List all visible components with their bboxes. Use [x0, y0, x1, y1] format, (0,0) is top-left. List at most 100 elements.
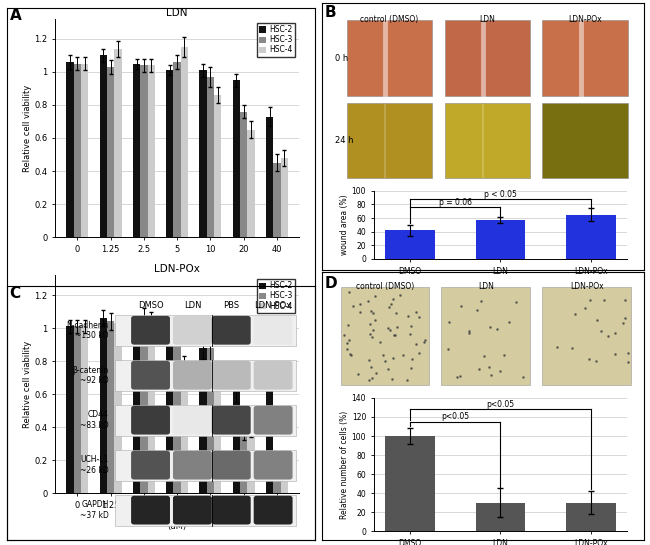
Bar: [114, 404, 296, 436]
Text: 24 h: 24 h: [335, 136, 353, 145]
Bar: [166, 70, 174, 237]
Bar: [114, 360, 296, 391]
Bar: [445, 103, 530, 178]
Text: LDN-POx: LDN-POx: [568, 15, 602, 25]
Bar: [441, 287, 530, 385]
Bar: [542, 21, 628, 96]
Text: A: A: [10, 8, 21, 23]
FancyBboxPatch shape: [173, 496, 212, 524]
FancyBboxPatch shape: [254, 496, 292, 524]
Bar: [166, 333, 174, 493]
Bar: [133, 64, 140, 237]
Text: CD44
~83 kD: CD44 ~83 kD: [80, 410, 109, 430]
Bar: [341, 287, 429, 385]
FancyBboxPatch shape: [131, 496, 170, 524]
Text: LDN: LDN: [478, 282, 494, 291]
Bar: [114, 314, 296, 346]
X-axis label: inhibitor
(uM): inhibitor (uM): [159, 511, 195, 531]
Bar: [273, 457, 281, 493]
Text: p = 0.06: p = 0.06: [439, 198, 472, 207]
Text: β-catenin
~92 kD: β-catenin ~92 kD: [72, 366, 109, 385]
FancyBboxPatch shape: [254, 451, 292, 480]
Bar: [73, 326, 81, 493]
Text: control (DMSO): control (DMSO): [360, 15, 419, 25]
Bar: [81, 64, 88, 237]
Bar: [566, 502, 616, 531]
Bar: [114, 49, 122, 237]
Bar: [385, 230, 435, 259]
FancyBboxPatch shape: [131, 361, 170, 390]
Bar: [214, 95, 222, 237]
FancyBboxPatch shape: [173, 451, 212, 480]
Legend: HSC-2, HSC-3, HSC-4: HSC-2, HSC-3, HSC-4: [257, 279, 295, 313]
Text: p < 0.05: p < 0.05: [484, 190, 517, 198]
FancyBboxPatch shape: [212, 361, 251, 390]
Bar: [542, 103, 628, 178]
FancyBboxPatch shape: [254, 361, 292, 390]
Bar: [207, 348, 214, 493]
Bar: [114, 323, 122, 493]
Bar: [181, 371, 188, 493]
Bar: [248, 130, 255, 237]
Bar: [207, 77, 214, 237]
Bar: [174, 62, 181, 237]
FancyBboxPatch shape: [173, 361, 212, 390]
Text: LDN-POx: LDN-POx: [255, 301, 292, 311]
Bar: [566, 215, 616, 259]
FancyBboxPatch shape: [212, 406, 251, 434]
FancyBboxPatch shape: [254, 406, 292, 434]
Title: LDN: LDN: [166, 8, 188, 19]
Bar: [347, 21, 432, 96]
Bar: [233, 389, 240, 493]
Text: LDN: LDN: [184, 301, 201, 311]
Bar: [133, 328, 140, 493]
FancyBboxPatch shape: [212, 316, 251, 344]
Y-axis label: Relative cell viability: Relative cell viability: [23, 341, 32, 428]
Text: DMSO: DMSO: [138, 301, 163, 311]
Bar: [66, 326, 73, 493]
FancyBboxPatch shape: [254, 316, 292, 344]
Bar: [542, 287, 631, 385]
Bar: [281, 158, 288, 237]
Bar: [233, 80, 240, 237]
Y-axis label: Relative number of cells (%): Relative number of cells (%): [340, 410, 349, 519]
Text: 0 h: 0 h: [335, 54, 348, 63]
Bar: [114, 450, 296, 481]
Text: p<0.05: p<0.05: [486, 400, 515, 409]
Bar: [476, 220, 525, 259]
Text: p<0.05: p<0.05: [441, 412, 469, 421]
Text: B: B: [325, 5, 337, 21]
FancyBboxPatch shape: [131, 316, 170, 344]
Bar: [200, 70, 207, 237]
Bar: [107, 67, 114, 237]
Bar: [240, 112, 248, 237]
Bar: [445, 21, 530, 96]
FancyBboxPatch shape: [131, 451, 170, 480]
Text: PBS: PBS: [223, 301, 239, 311]
Bar: [81, 326, 88, 493]
Text: N-cadherin
~130 kD: N-cadherin ~130 kD: [66, 320, 109, 340]
Bar: [174, 328, 181, 493]
Bar: [148, 65, 155, 237]
Bar: [273, 163, 281, 237]
Bar: [140, 65, 148, 237]
Text: D: D: [325, 276, 337, 291]
Legend: HSC-2, HSC-3, HSC-4: HSC-2, HSC-3, HSC-4: [257, 23, 295, 57]
Bar: [385, 436, 435, 531]
Text: LDN-POx: LDN-POx: [570, 282, 603, 291]
FancyBboxPatch shape: [212, 496, 251, 524]
FancyBboxPatch shape: [173, 406, 212, 434]
Bar: [140, 317, 148, 493]
Bar: [476, 502, 525, 531]
Bar: [181, 47, 188, 237]
Text: control (DMSO): control (DMSO): [356, 282, 414, 291]
Bar: [148, 318, 155, 493]
Text: UCH-L1
~26 kD: UCH-L1 ~26 kD: [80, 456, 109, 475]
Bar: [281, 457, 288, 493]
FancyBboxPatch shape: [131, 406, 170, 434]
Text: GAPDH
~37 kD: GAPDH ~37 kD: [80, 500, 109, 520]
Bar: [214, 371, 222, 493]
Y-axis label: wound area (%): wound area (%): [340, 195, 349, 255]
Bar: [240, 431, 248, 493]
Bar: [66, 62, 73, 237]
